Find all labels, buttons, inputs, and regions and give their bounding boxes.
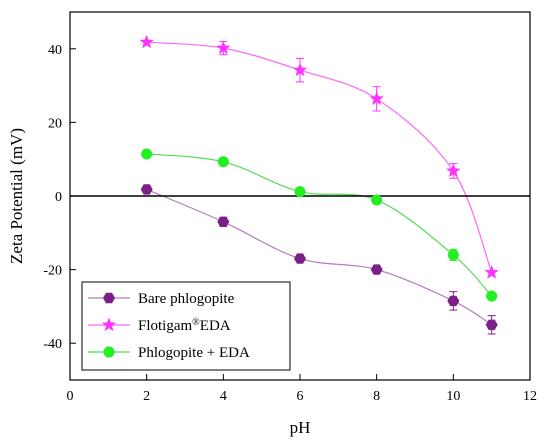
data-point [140, 184, 153, 195]
y-tick-label: 0 [55, 190, 62, 205]
x-tick-label: 6 [297, 389, 304, 404]
x-tick-label: 2 [143, 389, 150, 404]
data-point [294, 186, 306, 198]
legend-label: Bare phlogopite [138, 291, 235, 307]
data-point [101, 317, 117, 332]
data-point [369, 91, 384, 105]
legend-label: Phlogopite + EDA [138, 345, 250, 361]
data-point [486, 290, 498, 302]
x-tick-label: 4 [220, 389, 227, 404]
data-point [294, 253, 306, 264]
data-point [103, 292, 115, 304]
data-point [292, 62, 308, 77]
x-tick-label: 8 [373, 389, 380, 404]
y-tick-label: 20 [48, 116, 62, 131]
data-point [141, 148, 153, 160]
data-point [446, 163, 461, 177]
x-axis-title: pH [290, 418, 311, 437]
y-axis: -40 -20 0 20 40 [43, 43, 76, 352]
x-tick-label: 10 [446, 389, 460, 404]
data-point [216, 40, 231, 55]
x-tick-label: 12 [523, 389, 537, 404]
data-point [217, 216, 230, 227]
data-point [103, 346, 115, 358]
y-tick-label: -20 [43, 264, 62, 279]
data-point [217, 156, 229, 168]
data-point [371, 194, 383, 206]
data-point [485, 319, 498, 330]
series-line [146, 153, 493, 297]
legend: Bare phlogopite Flotigam®EDA Phlogopite + … [81, 281, 291, 371]
data-markers [139, 34, 499, 330]
data-point [139, 34, 154, 49]
data-point [447, 295, 460, 307]
x-axis: 0 2 4 6 8 10 12 [67, 374, 537, 404]
data-point [447, 249, 459, 261]
legend-label: Flotigam®EDA [138, 317, 231, 335]
legend-box [81, 281, 291, 371]
y-tick-label: 40 [48, 43, 62, 58]
y-axis-title: Zeta Potential (mV) [7, 128, 26, 264]
y-tick-label: -40 [43, 337, 62, 352]
data-point [484, 265, 499, 279]
data-point [370, 264, 383, 275]
x-tick-label: 0 [67, 389, 74, 404]
